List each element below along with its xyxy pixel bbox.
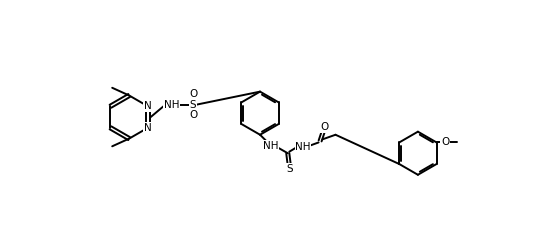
Text: O: O xyxy=(321,122,329,132)
Text: O: O xyxy=(189,89,197,99)
Text: O: O xyxy=(441,137,449,147)
Text: NH: NH xyxy=(263,140,278,151)
Text: NH: NH xyxy=(164,100,179,110)
Text: NH: NH xyxy=(296,142,311,152)
Text: N: N xyxy=(144,101,152,111)
Text: O: O xyxy=(189,110,197,121)
Text: S: S xyxy=(190,100,197,110)
Text: N: N xyxy=(144,123,152,133)
Text: S: S xyxy=(286,164,293,174)
